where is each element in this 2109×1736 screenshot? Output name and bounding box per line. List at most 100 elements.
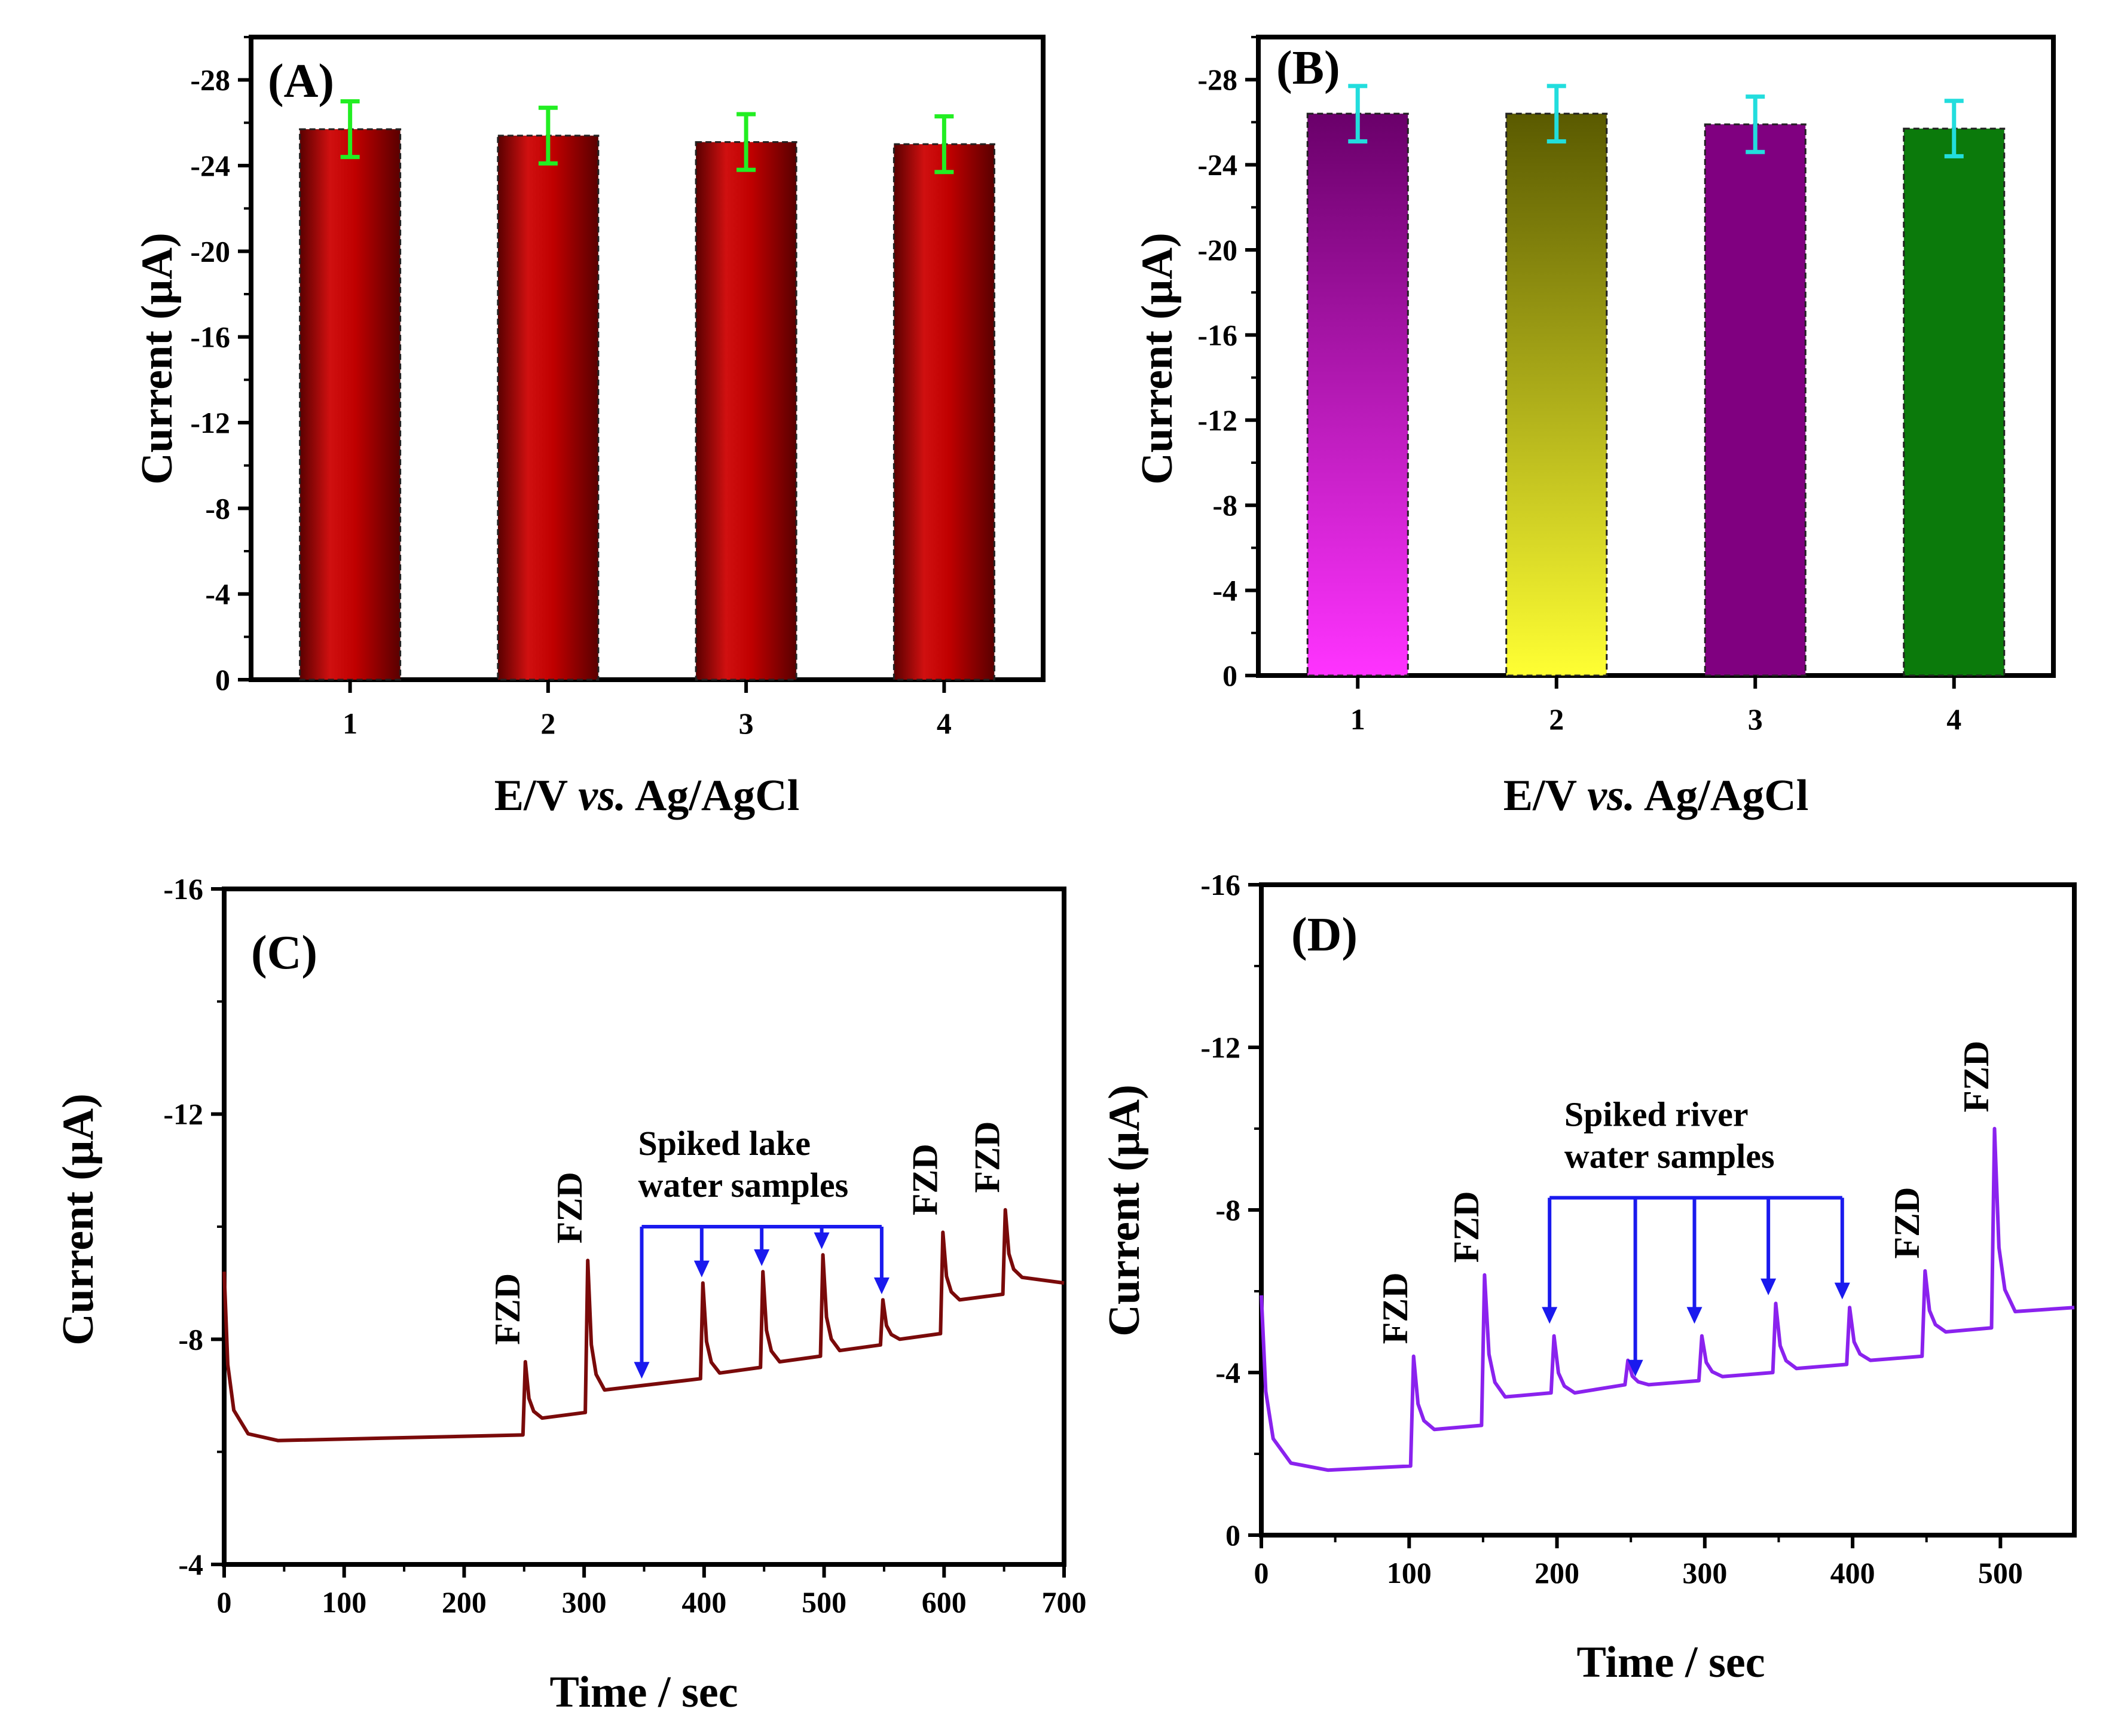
panel-c-fzd-label: FZD [488,1273,527,1345]
panel-c-arrow-head [814,1232,830,1249]
panel-c-xtick-label: 100 [322,1585,366,1619]
panel-a-frame [249,35,1046,682]
panel-a-xlabel: E/V vs. Ag/AgCl [494,771,800,820]
panel-c-xtick-label: 300 [562,1585,607,1619]
panel-d-xtick-label: 400 [1830,1556,1875,1590]
panel-c-arrow-head [634,1362,650,1379]
panel-a-xlabel-part3: Ag/AgCl [626,771,799,820]
panel-b-xtick-label: 4 [1946,702,1961,736]
panel-a-xlabel-part1: E/V [494,771,579,820]
panel-a-bar [299,128,402,681]
panel-d-arrow-head [1627,1359,1643,1377]
panel-b-ytick-label: -4 [1212,574,1237,607]
panel-b-ytick-label: -12 [1197,404,1237,437]
panel-b-xtick-label: 3 [1748,702,1763,736]
panel-d-xtick-label: 300 [1682,1556,1727,1590]
panel-b-xtick-label: 2 [1549,702,1564,736]
panel-d-annotation-text: Spiked river [1564,1095,1749,1134]
panel-d-fzd-label: FZD [1447,1191,1486,1263]
panel-d-xtick-label: 200 [1535,1556,1579,1590]
panel-b-xlabel-part1: E/V [1503,771,1588,820]
panel-a-xtick-label: 1 [343,707,357,740]
panel-b-ytick-label: -28 [1197,63,1237,96]
panel-c-xtick-label: 500 [802,1585,846,1619]
panel-a-marks: 0 -4 -8 -12 -16 -20 -24 -28 1 2 3 4 [190,36,995,740]
panel-a-bar [892,143,995,681]
panel-d-ytick-label: -4 [1215,1356,1240,1389]
panel-c-label: (C) [251,927,317,979]
panel-a-xtick-label: 2 [540,707,555,740]
panel-c-ytick-label: -12 [163,1098,203,1131]
panel-b-ylabel: Current (µA) [1133,233,1182,484]
panel-d-label: (D) [1291,909,1358,961]
panel-a-ytick-label: -24 [190,149,230,182]
panel-c-annotation-text: Spiked lake [638,1124,811,1163]
panel-c-xtick-label: 400 [681,1585,726,1619]
panel-a-ytick-label: -28 [190,63,230,97]
panel-d-xtick-label: 0 [1254,1556,1269,1590]
panel-d-ylabel: Current (µA) [1100,1084,1149,1336]
panel-a-label: (A) [268,55,334,108]
panel-d-arrow-head [1542,1307,1558,1324]
panel-b-ytick-label: -8 [1212,488,1237,522]
panel-b-xlabel-part3: Ag/AgCl [1635,771,1808,820]
panel-b-bar [1505,112,1608,677]
panel-c-xlabel: Time / sec [549,1668,738,1717]
panel-b-bar [1704,123,1807,677]
panel-a-bar [497,135,600,681]
panel-b: 0 -4 -8 -12 -16 -20 -24 -28 1 2 3 4 (B) Current (µA… [1133,35,2056,820]
panel-b-bar [1306,112,1409,677]
panel-c-ytick-label: -4 [178,1548,203,1581]
panel-a-ytick-label: 0 [215,663,230,696]
panel-a-xtick-label: 4 [937,707,952,740]
panel-d-arrow-head [1760,1278,1777,1295]
panel-d-frame [1259,882,2077,1538]
panel-d-xtick-label: 500 [1978,1556,2023,1590]
panel-c-xtick-label: 700 [1042,1585,1087,1619]
panel-c-arrow-head [754,1249,770,1266]
panel-d-ytick-label: 0 [1225,1518,1240,1552]
panel-c-marks: -4 -8 -12 -16 0 100 200 300 400 500 600 700 FZD FZD FZ… [163,872,1086,1619]
panel-a-ytick-label: -12 [190,406,230,439]
panel-a-ylabel: Current (µA) [133,233,182,484]
panel-d-arrow-head [1834,1282,1850,1300]
panel-c: -4 -8 -12 -16 0 100 200 300 400 500 600 700 FZD FZD FZ… [54,872,1087,1717]
panel-d-annotation-text: water samples [1564,1137,1775,1176]
panel-c-annotation-text: water samples [638,1166,848,1205]
panel-b-label: (B) [1276,42,1340,94]
panel-c-arrow-head [873,1277,890,1294]
panel-d-arrow-head [1686,1307,1703,1324]
panel-b-xtick-label: 1 [1350,702,1365,736]
panel-d-xlabel: Time / sec [1576,1638,1765,1687]
panel-a-ytick-label: -4 [205,577,230,611]
panel-a-ytick-label: -8 [205,491,230,525]
panel-c-xtick-label: 200 [442,1585,487,1619]
panel-c-ylabel: Current (µA) [54,1093,103,1345]
panel-c-fzd-label: FZD [905,1144,945,1215]
panel-d-ytick-label: -8 [1215,1193,1240,1227]
panel-b-ytick-label: -24 [1197,148,1237,182]
panel-d-fzd-label: FZD [1887,1187,1927,1259]
panel-b-ytick-label: 0 [1222,659,1237,692]
panel-d-fzd-label: FZD [1376,1272,1415,1344]
panel-c-fzd-label: FZD [968,1121,1007,1193]
panel-b-marks: 0 -4 -8 -12 -16 -20 -24 -28 1 2 3 4 [1197,36,2006,736]
panel-c-xtick-label: 600 [922,1585,967,1619]
panel-d-ytick-label: -12 [1200,1031,1240,1064]
panel-b-xlabel: E/V vs. Ag/AgCl [1503,771,1809,820]
panel-b-ytick-label: -16 [1197,318,1237,352]
panel-d-ytick-label: -16 [1200,868,1240,901]
panel-d-marks: 0 -4 -8 -12 -16 0 100 200 300 400 500 FZD FZD FZD FZD S… [1200,868,2075,1590]
panel-c-xtick-label: 0 [217,1585,232,1619]
panel-a-bar [695,141,797,681]
panel-b-bar [1903,127,2006,677]
panel-d: 0 -4 -8 -12 -16 0 100 200 300 400 500 FZD FZD FZD FZD S… [1100,868,2077,1687]
panel-c-ytick-label: -8 [178,1322,203,1356]
panel-a: 0 -4 -8 -12 -16 -20 -24 -28 1 2 3 4 (A) Current (µA… [133,35,1046,820]
panel-b-ytick-label: -20 [1197,233,1237,267]
panel-d-xtick-label: 100 [1387,1556,1432,1590]
panel-c-arrow-head [693,1260,710,1277]
panel-c-fzd-label: FZD [550,1172,589,1243]
panel-b-frame [1256,35,2056,678]
